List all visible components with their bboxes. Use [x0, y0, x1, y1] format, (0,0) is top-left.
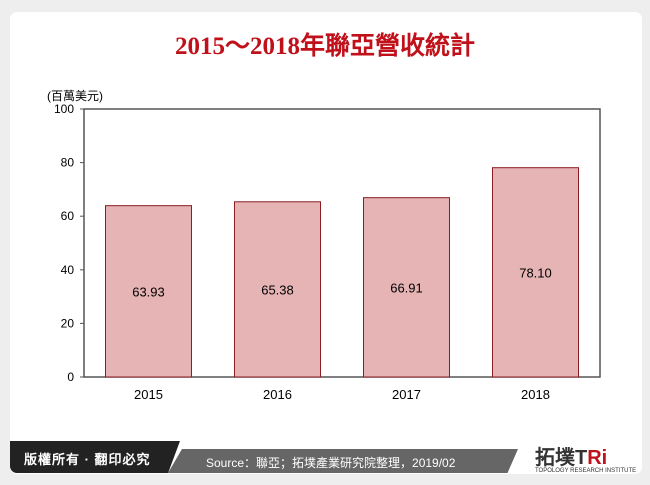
data-label: 63.93 — [132, 284, 165, 299]
y-tick-label: 60 — [61, 209, 75, 223]
data-label: 78.10 — [519, 265, 552, 280]
plot-area — [83, 108, 601, 378]
y-axis-unit: (百萬美元) — [47, 89, 103, 103]
bar-2018 — [492, 167, 579, 378]
y-tick-label: 0 — [67, 370, 74, 384]
bar-2016 — [234, 201, 321, 378]
data-label: 65.38 — [261, 282, 294, 297]
bar-2017 — [363, 197, 450, 378]
x-tick-label: 2015 — [134, 387, 163, 402]
tri-logo: 拓墣TRi TOPOLOGY RESEARCH INSTITUTE — [535, 447, 637, 474]
copyright-banner: 版權所有 · 翻印必究 — [10, 441, 180, 473]
source-text: Source：聯亞；拓墣產業研究院整理，2019/02 — [206, 456, 456, 470]
y-tick-label: 20 — [61, 316, 75, 330]
x-tick-label: 2018 — [521, 387, 550, 402]
copyright-text: 版權所有 · 翻印必究 — [24, 452, 151, 467]
data-label: 66.91 — [390, 280, 423, 295]
y-tick-label: 80 — [61, 156, 75, 170]
x-tick-label: 2017 — [392, 387, 421, 402]
source-banner: Source：聯亞；拓墣產業研究院整理，2019/02 — [168, 449, 518, 473]
logo-subtitle: TOPOLOGY RESEARCH INSTITUTE — [535, 468, 637, 474]
x-tick-label: 2016 — [263, 387, 292, 402]
y-tick-label: 40 — [61, 263, 75, 277]
bar-2015 — [105, 205, 192, 378]
chart-title: 2015～2018年聯亞營收統計 — [174, 33, 475, 60]
y-tick-label: 100 — [54, 102, 74, 116]
